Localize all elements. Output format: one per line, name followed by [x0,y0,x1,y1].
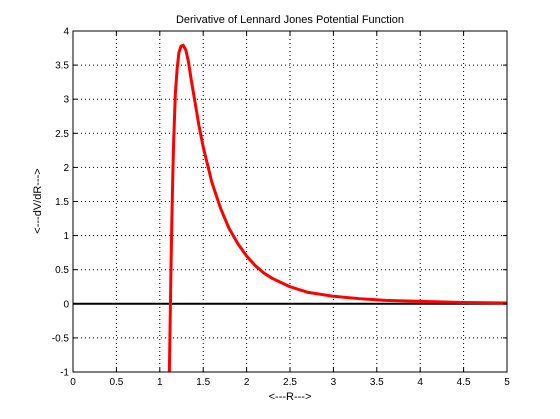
y-tick-label: 2.5 [55,129,69,140]
y-tick-label: 0 [63,299,69,310]
x-tick-label: 2 [244,377,250,388]
y-tick-label: -0.5 [52,333,70,344]
y-tick-labels: -1 -0.5 0 0.5 1 1.5 2 2.5 3 3.5 4 [52,27,70,379]
y-tick-label: 2 [63,163,69,174]
x-tick-label: 1 [157,377,163,388]
x-axis-label: <---R---> [269,391,312,403]
y-tick-label: 1.5 [55,197,69,208]
x-tick-label: 0.5 [109,377,123,388]
series-line-derivative [167,43,508,373]
x-tick-label: 1.5 [196,377,210,388]
y-tick-label: 0.5 [55,265,69,276]
x-tick-label: 2.5 [283,377,297,388]
x-tick-label: 3 [331,377,337,388]
y-axis-label: <---dV/dR---> [32,168,44,233]
y-tick-label: 3.5 [55,61,69,72]
chart-title: Derivative of Lennard Jones Potential Fu… [176,14,404,26]
x-tick-label: 5 [504,377,510,388]
x-tick-label: 0 [70,377,76,388]
x-tick-label: 3.5 [370,377,384,388]
series-group [73,43,508,373]
y-tick-label: 4 [63,27,69,38]
y-tick-label: 1 [63,231,69,242]
x-tick-label: 4 [417,377,423,388]
x-tick-label: 4.5 [457,377,471,388]
y-tick-label: -1 [60,368,69,379]
x-tick-labels: 0 0.5 1 1.5 2 2.5 3 3.5 4 4.5 5 [70,377,510,388]
tick-marks [72,30,508,373]
y-tick-label: 3 [63,95,69,106]
